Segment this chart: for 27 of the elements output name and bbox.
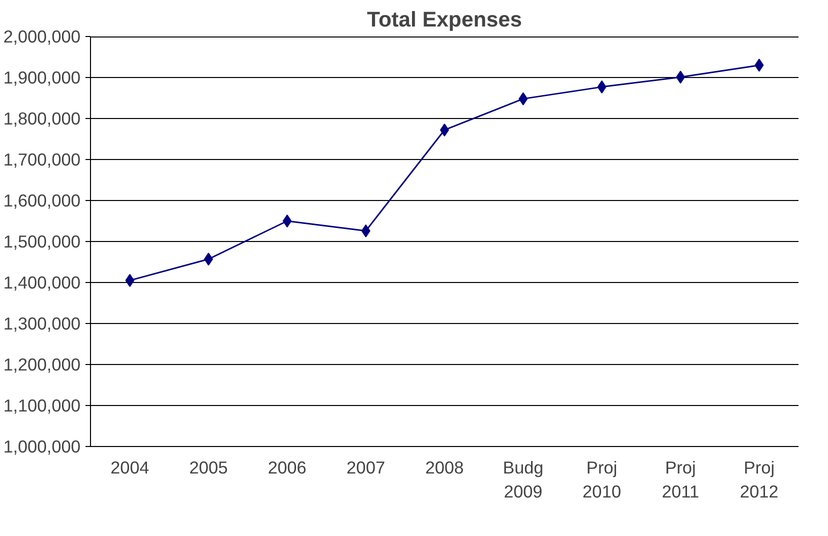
point [282,214,292,228]
y-tick-label: 1,800,000 [3,108,81,128]
point [518,92,528,106]
point [125,274,134,287]
point [754,58,764,72]
y-tick-label: 1,300,000 [3,314,81,334]
y-tick-label: 1,700,000 [3,150,81,170]
x-tick-label: 2007 [346,458,386,478]
y-tick-label: 1,400,000 [3,272,81,292]
y-tick-label: 1,600,000 [3,190,81,210]
x-tick-label: 2005 [189,458,228,478]
y-tick-label: 2,000,000 [3,26,81,46]
x-tick-label: Budg 2009 [502,458,544,502]
x-tick-label: 2006 [268,458,306,478]
y-tick-label: 1,100,000 [3,396,81,416]
chart-title: Total Expenses [367,8,522,32]
y-tick-label: 1,200,000 [3,354,81,374]
y-tick-label: 1,000,000 [3,436,81,456]
y-tick-label: 1,500,000 [3,232,81,252]
y-tick-label: 1,900,000 [3,68,81,88]
x-tick-label: Proj 2010 [582,458,622,502]
x-tick-label: 2004 [110,458,150,478]
point [597,80,606,94]
x-tick-label: Proj 2011 [662,458,700,502]
x-tick-label: Proj 2012 [740,458,778,502]
x-tick-label: 2008 [425,458,464,478]
point [361,224,370,238]
